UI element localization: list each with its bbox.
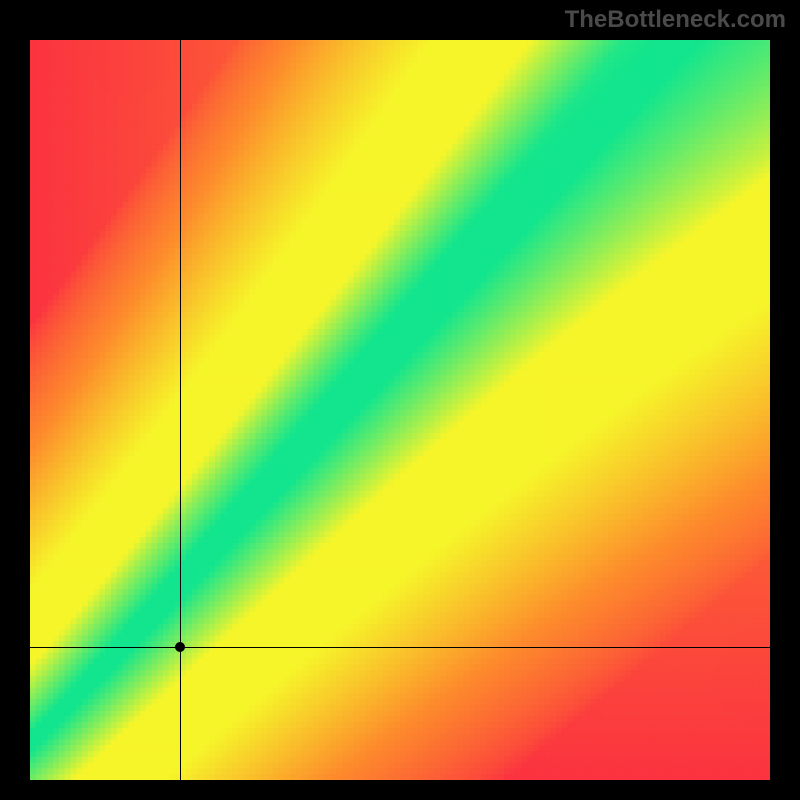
watermark-text: TheBottleneck.com	[565, 6, 786, 34]
heatmap-canvas	[30, 40, 770, 780]
crosshair-marker	[175, 642, 185, 652]
chart-container: TheBottleneck.com	[0, 0, 800, 800]
plot-area	[30, 40, 770, 780]
crosshair-vertical	[180, 40, 181, 780]
crosshair-horizontal	[30, 647, 770, 648]
